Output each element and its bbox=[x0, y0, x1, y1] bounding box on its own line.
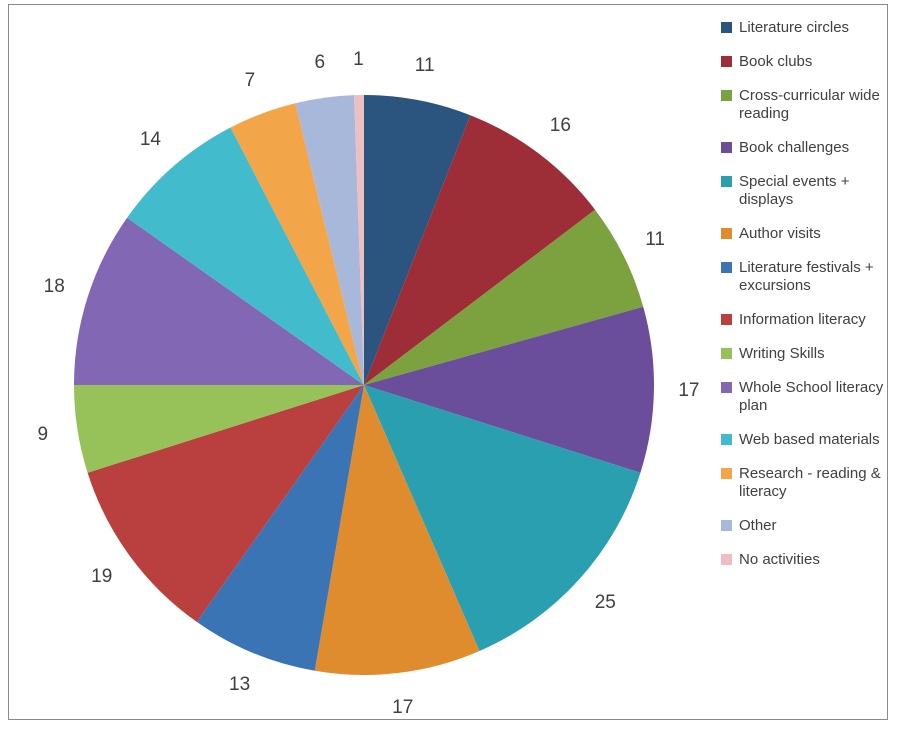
legend-label: No activities bbox=[739, 551, 891, 569]
legend-item: Research - reading & literacy bbox=[721, 465, 891, 501]
legend-item: Web based materials bbox=[721, 431, 891, 449]
legend-marker bbox=[721, 554, 732, 565]
legend-label: Special events + displays bbox=[739, 173, 891, 209]
legend-item: Book challenges bbox=[721, 139, 891, 157]
legend-label: Other bbox=[739, 517, 891, 535]
legend-item: Cross-curricular wide reading bbox=[721, 87, 891, 123]
legend-marker bbox=[721, 520, 732, 531]
legend-item: Special events + displays bbox=[721, 173, 891, 209]
legend-item: Information literacy bbox=[721, 311, 891, 329]
legend-marker bbox=[721, 90, 732, 101]
legend-label: Author visits bbox=[739, 225, 891, 243]
legend-label: Writing Skills bbox=[739, 345, 891, 363]
legend-label: Whole School literacy plan bbox=[739, 379, 891, 415]
legend: Literature circles Book clubs Cross-curric… bbox=[721, 19, 891, 585]
legend-marker bbox=[721, 176, 732, 187]
legend-item: Author visits bbox=[721, 225, 891, 243]
legend-label: Book challenges bbox=[739, 139, 891, 157]
legend-item: No activities bbox=[721, 551, 891, 569]
legend-marker bbox=[721, 22, 732, 33]
legend-marker bbox=[721, 228, 732, 239]
legend-label: Research - reading & literacy bbox=[739, 465, 891, 501]
legend-item: Literature circles bbox=[721, 19, 891, 37]
legend-marker bbox=[721, 434, 732, 445]
legend-label: Literature circles bbox=[739, 19, 891, 37]
legend-label: Cross-curricular wide reading bbox=[739, 87, 891, 123]
pie-area: 111611172517131991814761 bbox=[9, 5, 709, 721]
legend-marker bbox=[721, 314, 732, 325]
legend-label: Information literacy bbox=[739, 311, 891, 329]
legend-label: Web based materials bbox=[739, 431, 891, 449]
legend-marker bbox=[721, 382, 732, 393]
legend-marker bbox=[721, 56, 732, 67]
legend-item: Book clubs bbox=[721, 53, 891, 71]
pie-chart bbox=[9, 5, 709, 721]
legend-marker bbox=[721, 262, 732, 273]
chart-container: 111611172517131991814761 Literature circ… bbox=[0, 0, 900, 740]
chart-frame: 111611172517131991814761 Literature circ… bbox=[8, 4, 888, 720]
legend-marker bbox=[721, 348, 732, 359]
legend-marker bbox=[721, 468, 732, 479]
legend-label: Book clubs bbox=[739, 53, 891, 71]
legend-item: Literature festivals + excursions bbox=[721, 259, 891, 295]
legend-item: Other bbox=[721, 517, 891, 535]
legend-label: Literature festivals + excursions bbox=[739, 259, 891, 295]
legend-marker bbox=[721, 142, 732, 153]
legend-item: Whole School literacy plan bbox=[721, 379, 891, 415]
legend-item: Writing Skills bbox=[721, 345, 891, 363]
